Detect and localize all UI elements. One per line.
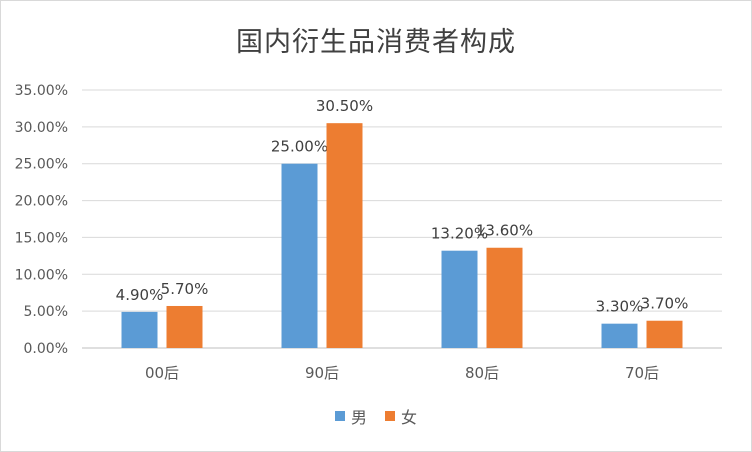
x-tick-label: 80后 xyxy=(465,364,499,382)
bar-male xyxy=(281,163,318,348)
data-label: 5.70% xyxy=(161,280,209,298)
bar-male xyxy=(601,323,638,348)
data-label: 13.60% xyxy=(476,222,533,240)
data-label: 4.90% xyxy=(116,286,164,304)
y-tick-label: 25.00% xyxy=(15,157,68,173)
data-label: 13.20% xyxy=(431,225,488,243)
x-tick-label: 90后 xyxy=(305,364,339,382)
data-label: 3.30% xyxy=(596,298,644,316)
data-label: 3.70% xyxy=(641,295,689,313)
data-label: 25.00% xyxy=(271,138,328,156)
chart-title: 国内衍生品消费者构成 xyxy=(236,27,516,58)
y-tick-label: 15.00% xyxy=(15,230,68,246)
legend-label-female: 女 xyxy=(401,408,418,427)
bar-male xyxy=(441,250,478,348)
y-tick-label: 20.00% xyxy=(15,194,68,210)
data-label: 30.50% xyxy=(316,97,373,115)
legend: 男 女 xyxy=(0,404,752,428)
bar-female xyxy=(646,320,683,348)
y-tick-label: 30.00% xyxy=(15,120,68,136)
bar-female xyxy=(486,247,523,348)
y-tick-label: 0.00% xyxy=(24,341,68,357)
bar-male xyxy=(121,311,158,348)
y-tick-label: 10.00% xyxy=(15,267,68,283)
y-tick-label: 35.00% xyxy=(15,83,68,99)
bar-female xyxy=(166,305,203,348)
legend-swatch-male xyxy=(334,411,345,421)
bar-female xyxy=(326,123,363,349)
legend-item-male: 男 xyxy=(334,404,367,428)
legend-swatch-female xyxy=(385,411,395,421)
x-tick-label: 00后 xyxy=(145,364,179,382)
legend-label-male: 男 xyxy=(350,408,367,427)
legend-item-female: 女 xyxy=(385,404,417,428)
x-tick-label: 70后 xyxy=(625,364,659,382)
y-tick-label: 5.00% xyxy=(24,304,68,320)
